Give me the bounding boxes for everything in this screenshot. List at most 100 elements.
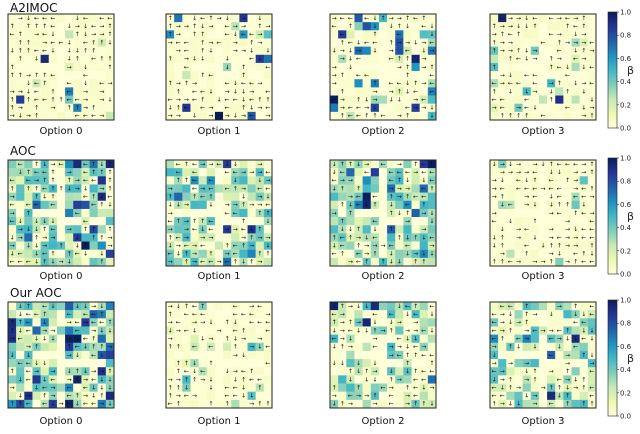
action-arrow: →	[176, 31, 181, 38]
heatmap-cell	[354, 342, 363, 352]
heatmap-cell	[378, 257, 388, 267]
heatmap-cell	[255, 367, 265, 376]
heatmap-cell	[538, 95, 548, 104]
heatmap-cell	[97, 46, 107, 55]
heatmap-cell	[214, 62, 224, 72]
heatmap-cell	[555, 14, 564, 23]
action-arrow: ←	[26, 311, 31, 318]
heatmap-cell	[198, 391, 207, 401]
heatmap-cell	[555, 342, 564, 352]
heatmap-cell	[48, 79, 58, 88]
heatmap-panel: → ↓ ← ← ← ↓ ← ← ←↑ ↑ ↑ ↑ ← ↓ → ↓ ← → ↑← ↑ → ← ↓ ↑ ↓ → → ↑↑ ↑ → ← ← ↓ ← ↑ ↑ ↓…	[7, 13, 115, 137]
heatmap-cell	[530, 79, 540, 88]
action-arrow: ↓	[356, 161, 361, 168]
heatmap-cell	[587, 95, 597, 104]
action-arrow: ↓	[75, 352, 80, 359]
action-arrow: ←	[67, 401, 72, 408]
heatmap-cell	[182, 184, 191, 193]
action-arrow: ↑	[265, 251, 270, 258]
action-arrow: →	[91, 327, 96, 334]
heatmap-cell	[538, 192, 548, 201]
heatmap-cell	[105, 38, 115, 47]
heatmap-cell	[8, 342, 17, 352]
heatmap-cell	[166, 225, 175, 234]
heatmap-cell	[16, 62, 25, 72]
heatmap-cell	[411, 249, 420, 259]
action-arrow: ↓	[249, 393, 254, 400]
heatmap-cell	[231, 334, 240, 343]
action-arrow: ↑	[241, 105, 246, 112]
action-arrow: →	[372, 88, 377, 95]
action-arrow: ↑	[389, 193, 394, 200]
action-arrow: →	[233, 226, 238, 233]
action-arrow: →	[42, 234, 47, 241]
action-arrow: ←	[356, 251, 361, 258]
action-arrow: ←	[83, 161, 88, 168]
action-arrow: ←	[557, 327, 562, 334]
heatmap-cell	[255, 375, 265, 384]
action-arrow: ←	[500, 185, 505, 192]
heatmap-cell	[166, 350, 175, 360]
panel-frame	[329, 301, 437, 409]
action-arrow: →	[10, 335, 15, 342]
heatmap-cell	[403, 54, 412, 64]
heatmap-cell	[239, 176, 248, 185]
heatmap-cell	[239, 241, 248, 250]
action-arrow: →	[421, 64, 426, 71]
heatmap-cell	[530, 95, 540, 104]
heatmap-cell	[40, 318, 49, 327]
action-arrow: ↓	[524, 56, 529, 63]
heatmap-cell	[190, 257, 199, 267]
action-arrow: →	[233, 47, 238, 54]
heatmap-cell	[89, 318, 98, 327]
heatmap-cell	[378, 71, 388, 80]
action-arrow: ←	[10, 259, 15, 266]
heatmap-cell	[40, 217, 49, 226]
heatmap-cell	[498, 249, 507, 259]
heatmap-cell	[514, 46, 523, 55]
heatmap-cell	[247, 350, 256, 360]
heatmap-cell	[387, 359, 396, 368]
action-arrow: ↓	[233, 319, 238, 326]
heatmap-cell	[182, 326, 191, 335]
heatmap-cell	[40, 367, 49, 376]
heatmap-cell	[255, 14, 265, 23]
heatmap-cell	[506, 342, 515, 352]
heatmap-cell	[387, 54, 396, 64]
action-arrow: ↑	[249, 259, 254, 266]
action-arrow: ↓	[332, 185, 337, 192]
heatmap-cell	[182, 14, 191, 23]
action-arrow: ←	[389, 177, 394, 184]
action-arrow: ↑	[99, 344, 104, 351]
heatmap-cell	[81, 184, 90, 193]
action-arrow: ↑	[184, 80, 189, 87]
heatmap-cell	[395, 391, 404, 401]
action-arrow: ↑	[405, 210, 410, 217]
action-arrow: ←	[421, 368, 426, 375]
heatmap-cell	[563, 391, 572, 401]
action-arrow: ←	[573, 193, 578, 200]
action-arrow: →	[500, 401, 505, 408]
heatmap-cell	[8, 38, 17, 47]
heatmap-cell	[105, 168, 115, 177]
heatmap-cell	[370, 334, 380, 343]
heatmap-cell	[198, 233, 207, 242]
heatmap-cell	[378, 326, 388, 335]
heatmap-cell	[530, 359, 540, 368]
action-arrow: ←	[581, 234, 586, 241]
heatmap-cell	[547, 200, 556, 210]
action-arrow: ↓	[107, 39, 112, 46]
action-arrow: ←	[516, 80, 521, 87]
action-arrow: ↑	[508, 384, 513, 391]
action-arrow: ↑	[50, 177, 55, 184]
heatmap-cell	[522, 257, 531, 267]
heatmap-cell	[8, 79, 17, 88]
heatmap-cell	[24, 217, 33, 226]
heatmap-cell	[362, 62, 371, 72]
heatmap-cell	[395, 302, 404, 311]
heatmap-cell	[263, 111, 273, 121]
heatmap-cell	[198, 375, 207, 384]
action-arrow: ↑	[549, 259, 554, 266]
action-arrow: ↓	[34, 384, 39, 391]
heatmap-cell	[387, 334, 396, 343]
